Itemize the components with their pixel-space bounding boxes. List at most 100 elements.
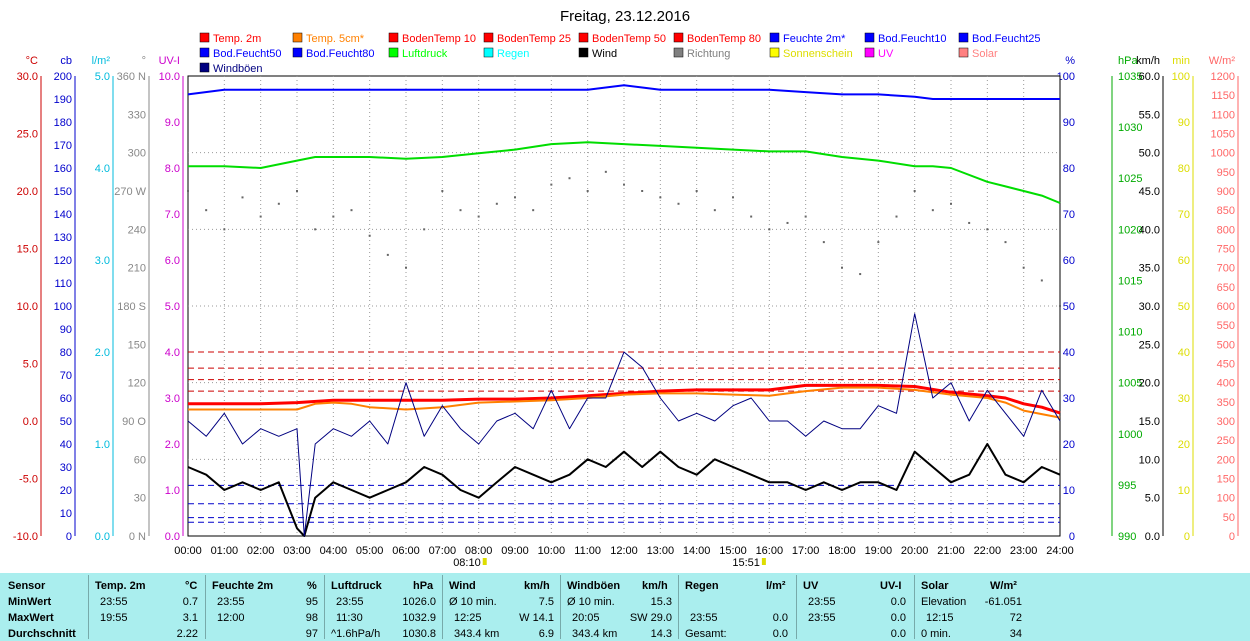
- stats-gust-value: 14.3: [650, 628, 672, 640]
- axis-tick-label: 9.0: [165, 117, 180, 129]
- richtung-point: [713, 209, 716, 212]
- x-tick-label: 13:00: [647, 545, 675, 557]
- axis-tick-label: 1035: [1118, 71, 1142, 83]
- richtung-point: [750, 215, 753, 218]
- axis-unit: hPa: [1118, 55, 1138, 67]
- stats-hum-time: 12:00: [217, 612, 245, 624]
- legend-swatch: [199, 32, 210, 43]
- stats-wind-distance: 343.4 km: [454, 628, 500, 640]
- stats-wind-value: 7.5: [538, 596, 554, 608]
- axis-tick-label: 270 W: [114, 186, 146, 198]
- stats-header-temp: Temp. 2m: [95, 580, 146, 592]
- axis-tick-label: 700: [1217, 263, 1235, 275]
- stats-hum-value: 97: [305, 628, 318, 640]
- axis-tick-label: 10.0: [159, 71, 180, 83]
- richtung-point: [1004, 241, 1007, 244]
- stats-solar-value: 72: [1009, 612, 1022, 624]
- x-tick-label: 17:00: [792, 545, 820, 557]
- axis-tick-label: 100: [1057, 71, 1075, 83]
- x-tick-label: 20:00: [901, 545, 929, 557]
- stats-gust-distance: 343.4 km: [572, 628, 618, 640]
- richtung-point: [368, 234, 371, 237]
- richtung-point: [1059, 305, 1061, 307]
- chart-legend: Temp. 2m Temp. 5cm* BodenTemp 10 BodenTemp …: [199, 32, 1041, 75]
- legend-item: BodenTemp 10: [402, 33, 476, 45]
- sun-markers: 08:10 15:51: [453, 557, 766, 569]
- axis-tick-label: 120: [128, 378, 146, 390]
- chart-title: Freitag, 23.12.2016: [560, 8, 690, 25]
- axis-tick-label: 1000: [1118, 429, 1142, 441]
- stats-solar-value: -61.051: [984, 596, 1022, 608]
- stats-row-label: Durchschnitt: [8, 628, 76, 640]
- axis-tick-label: 750: [1217, 244, 1235, 256]
- legend-swatch: [769, 47, 780, 58]
- legend-item: Solar: [972, 48, 998, 60]
- legend-swatch: [388, 47, 399, 58]
- sunrise-time: 08:10: [453, 557, 481, 569]
- stats-press-time: 23:55: [336, 596, 364, 608]
- richtung-point: [1022, 266, 1025, 269]
- stats-solar-duration: 0 min.: [921, 628, 951, 640]
- x-tick-label: 11:00: [574, 545, 601, 557]
- stats-header-rain-unit: l/m²: [766, 580, 786, 592]
- axis-tick-label: 180 S: [117, 301, 146, 313]
- richtung-point: [841, 266, 843, 269]
- legend-swatch: [199, 47, 210, 58]
- soil-levels: [188, 351, 1060, 523]
- stats-header-hum-unit: %: [307, 580, 317, 592]
- axis-tick-label: 0: [1069, 531, 1075, 543]
- feuchte-2m-line: [187, 84, 1060, 100]
- axis-unit: °C: [26, 55, 38, 67]
- stats-solar-time: 12:15: [926, 612, 954, 624]
- richtung-point: [495, 202, 498, 205]
- axis-tick-label: 4.0: [95, 163, 110, 175]
- axis-tick-label: 200: [54, 71, 72, 83]
- richtung-point: [423, 228, 426, 231]
- axis-tick-label: 90: [60, 324, 72, 336]
- windb-en-line: [187, 313, 1061, 537]
- richtung-point: [550, 183, 553, 186]
- richtung-point: [586, 190, 589, 192]
- stats-uv-time: 23:55: [808, 612, 836, 624]
- axis-tick-label: 50: [60, 416, 72, 428]
- richtung-point: [332, 215, 335, 218]
- x-tick-label: 21:00: [937, 545, 965, 557]
- axis-tick-label: 10: [1178, 485, 1190, 497]
- stats-press-value: 1032.9: [402, 612, 436, 624]
- stats-temp-time: 23:55: [100, 596, 128, 608]
- legend-item: Temp. 2m: [213, 33, 261, 45]
- legend-item: Sonnenschein: [783, 48, 853, 60]
- stats-wind-value: W 14.1: [519, 612, 554, 624]
- axis-unit: min: [1172, 55, 1190, 67]
- stats-solar-value: 34: [1009, 628, 1022, 640]
- legend-item: Wind: [592, 48, 617, 60]
- richtung-point: [277, 202, 280, 205]
- axis-tick-label: 1150: [1211, 90, 1235, 102]
- x-tick-label: 15:00: [719, 545, 747, 557]
- axis-tick-label: 60: [60, 393, 72, 405]
- axis-tick-label: 5.0: [23, 359, 38, 371]
- richtung-point: [950, 202, 952, 205]
- stats-uv-time: 23:55: [808, 596, 836, 608]
- temp-2m-line: [188, 383, 1061, 415]
- stats-rain-total-label: Gesamt:: [685, 628, 727, 640]
- x-tick-label: 18:00: [828, 545, 856, 557]
- richtung-point: [968, 221, 971, 224]
- axis-tick-label: 1030: [1118, 122, 1142, 134]
- axis-tick-label: 200: [1217, 454, 1235, 466]
- stats-rain-value: 0.0: [772, 628, 788, 640]
- richtung-point: [187, 190, 189, 192]
- axis-tick-label: 30: [134, 493, 146, 505]
- axis-tick-label: 160: [54, 163, 72, 175]
- stats-temp-value: 2.22: [176, 628, 198, 640]
- axis-tick-label: 1000: [1211, 148, 1235, 160]
- axis-tick-label: 70: [1178, 209, 1190, 221]
- chart-grid: [188, 76, 1060, 536]
- stats-hum-value: 95: [305, 596, 318, 608]
- stats-header-sensor: Sensor: [8, 580, 46, 592]
- axis-tick-label: 0.0: [95, 531, 110, 543]
- stats-header-uv: UV: [803, 580, 819, 592]
- stats-header-wind-unit: km/h: [524, 580, 550, 592]
- axis-tick-label: 10.0: [1139, 454, 1160, 466]
- axis-tick-label: 330: [128, 109, 146, 121]
